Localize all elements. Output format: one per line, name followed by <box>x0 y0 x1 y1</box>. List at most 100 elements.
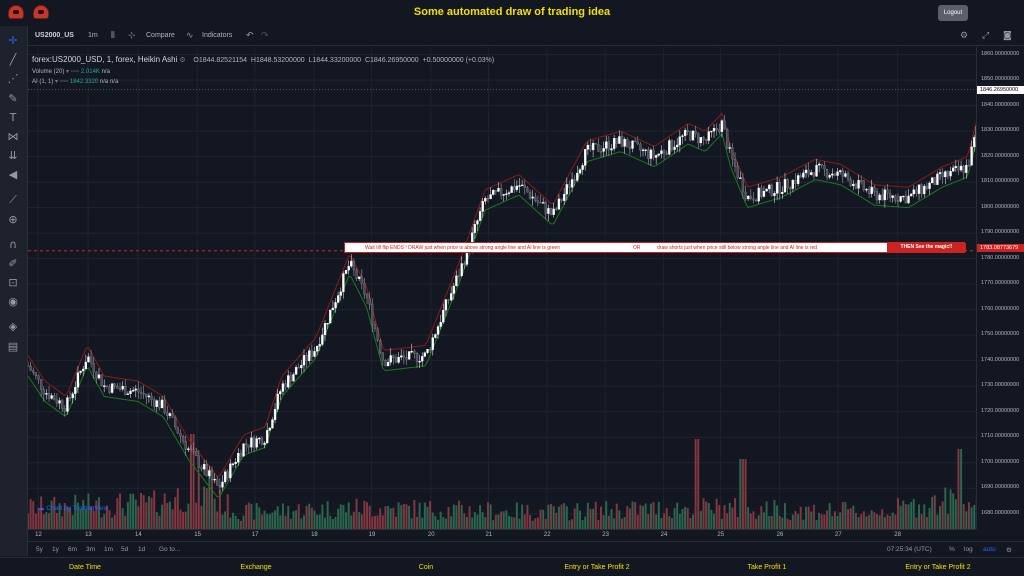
brush-icon[interactable]: ✎ <box>8 92 18 105</box>
time-tick-label: 17 <box>251 532 259 538</box>
volume-bar <box>345 512 348 529</box>
candle-body <box>310 350 314 357</box>
fib-icon[interactable]: ⋰ <box>7 72 19 85</box>
candle-body <box>831 173 834 176</box>
indicators-icon[interactable]: ∿ <box>186 31 194 41</box>
volume-bar <box>752 511 755 529</box>
candle-body <box>160 399 164 409</box>
volume-bar <box>849 508 852 529</box>
volume-bar <box>42 514 45 529</box>
range-1y[interactable]: 1y <box>52 546 59 553</box>
range-1d[interactable]: 1d <box>138 546 146 553</box>
volume-bar <box>484 517 487 529</box>
volume-bar <box>749 513 752 529</box>
volume-bar <box>933 495 936 529</box>
volume-bar <box>802 519 805 529</box>
arrow-left-icon[interactable]: ◀ <box>8 168 18 181</box>
volume-bar <box>539 509 542 529</box>
candle-body <box>733 159 737 167</box>
volume-bar <box>507 515 510 529</box>
candle-body <box>413 351 416 354</box>
compare-icon[interactable]: ⊹ <box>128 31 136 41</box>
candle-body <box>481 201 484 212</box>
goto-button[interactable]: Go to... <box>159 546 181 553</box>
candle-body <box>718 129 721 132</box>
volume-bar <box>302 515 305 529</box>
volume-bar <box>515 502 518 529</box>
volume-bar <box>597 519 600 529</box>
volume-bar <box>894 514 897 529</box>
volume-label[interactable]: Volume (20) <box>32 69 65 75</box>
legend-settings-icon[interactable]: ⚙ <box>179 57 186 64</box>
range-5d[interactable]: 5d <box>121 546 129 553</box>
ruler-icon[interactable]: ⟋ <box>9 193 17 206</box>
magnet-icon[interactable]: ∩ <box>8 238 18 251</box>
volume-bar <box>726 513 729 529</box>
auto-toggle[interactable]: auto <box>983 546 996 553</box>
draw-mode-icon[interactable]: ✐ <box>8 257 18 270</box>
trend-line-icon[interactable]: ╱ <box>9 53 17 66</box>
range-1m[interactable]: 1m <box>104 546 114 553</box>
volume-bar <box>452 504 455 529</box>
text-icon[interactable]: T <box>9 111 17 124</box>
zoom-in-icon[interactable]: ⊕ <box>8 213 18 226</box>
volume-bar <box>234 515 237 529</box>
price-axis[interactable]: 1860.00000000 1850.00000000 1840.00000000 1… <box>976 47 1024 529</box>
candle-body <box>902 195 905 198</box>
candle-body <box>833 173 837 176</box>
axis-settings-icon[interactable]: ⚙ <box>1006 546 1012 554</box>
log-toggle[interactable]: log <box>964 546 973 553</box>
pattern-icon[interactable]: ⋈ <box>7 130 19 143</box>
symbol-search[interactable]: US2000_US <box>35 32 74 39</box>
candle-body <box>741 177 745 193</box>
time-axis[interactable]: 12 13 14 15 17 18 19 20 21 22 23 24 25 26 27 28 <box>28 529 976 541</box>
volume-bar <box>45 512 48 529</box>
volume-bar <box>118 493 121 529</box>
range-3m[interactable]: 3m <box>86 546 96 553</box>
trash-icon[interactable]: ▤ <box>7 340 19 353</box>
candle-body <box>294 367 298 375</box>
redo-icon[interactable]: ↷ <box>261 31 269 41</box>
range-5y[interactable]: 5y <box>36 546 43 553</box>
compare-button[interactable]: Compare <box>146 32 175 39</box>
candle-body <box>68 397 72 399</box>
utc-clock[interactable]: 07:25:34 (UTC) <box>887 546 932 553</box>
candle-body <box>612 138 616 149</box>
volume-bar <box>410 518 413 529</box>
candle-body <box>775 182 779 194</box>
volume-bar <box>797 514 800 529</box>
price-chart[interactable] <box>28 47 976 529</box>
settings-icon[interactable]: ⚙ <box>960 31 969 41</box>
candle-body <box>126 393 130 395</box>
interval-selector[interactable]: 1m <box>88 32 98 39</box>
range-6m[interactable]: 6m <box>68 546 78 553</box>
candle-body <box>252 437 256 448</box>
prediction-icon[interactable]: ⇊ <box>8 149 18 162</box>
percent-toggle[interactable]: % <box>949 546 955 553</box>
candle-body <box>460 263 463 276</box>
crosshair-icon[interactable]: ✛ <box>8 34 18 47</box>
candle-body <box>676 144 679 148</box>
candle-body <box>63 408 66 412</box>
logout-button[interactable]: Logout <box>938 5 968 21</box>
lock-icon[interactable]: ⊡ <box>8 276 18 289</box>
chart-type-icon[interactable]: ⫴ <box>111 31 115 41</box>
tradingview-watermark[interactable]: ☁ Chart by TradingView <box>38 504 108 512</box>
volume-bar <box>810 511 813 529</box>
footer-entry-tp2-right: Entry or Take Profit 2 <box>905 564 971 571</box>
camera-icon[interactable]: ◙ <box>1003 31 1012 41</box>
volume-bar <box>400 505 403 529</box>
volume-bar <box>652 502 655 529</box>
price-tick-label: 1780.00000000 <box>981 254 1020 261</box>
undo-icon[interactable]: ↶ <box>246 31 254 41</box>
indicators-button[interactable]: Indicators <box>202 32 233 39</box>
volume-bar <box>103 514 106 529</box>
fullscreen-icon[interactable]: ⤢ <box>982 31 990 41</box>
eye-icon[interactable]: ◉ <box>8 295 18 308</box>
candle-body <box>478 211 482 221</box>
layers-icon[interactable]: ◈ <box>8 320 18 333</box>
volume-bar <box>707 502 710 529</box>
ai-label[interactable]: AI (1, 1) <box>32 79 54 85</box>
volume-bar <box>618 510 621 529</box>
volume-bar <box>799 506 802 529</box>
